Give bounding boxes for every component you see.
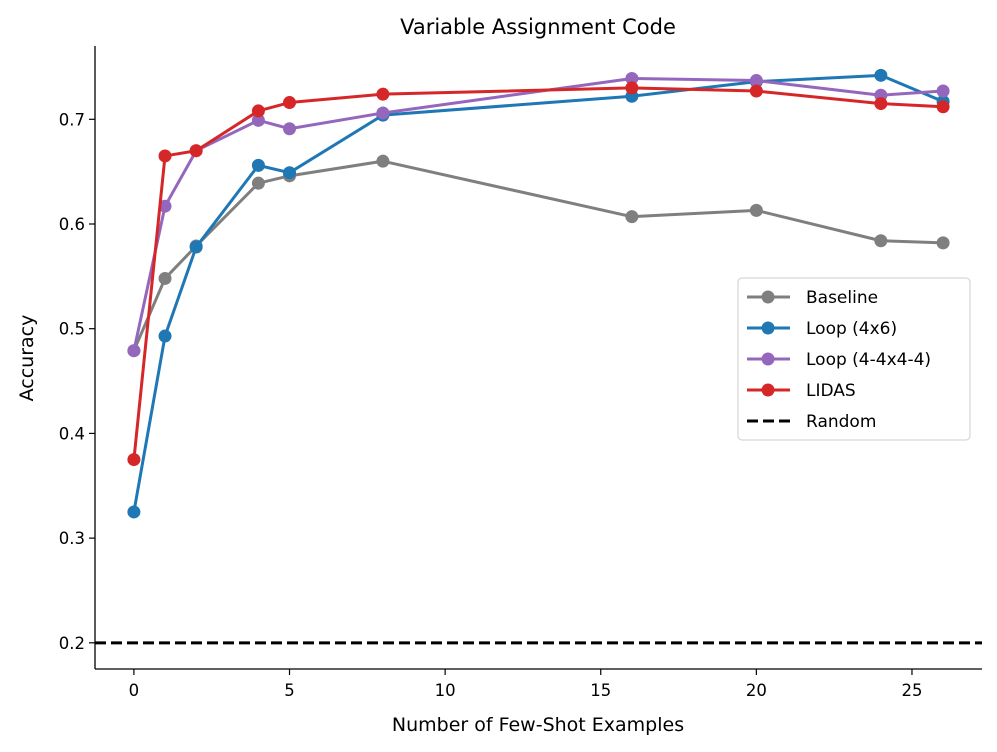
x-tick-label: 0 [129, 681, 140, 700]
legend-label: Loop (4-4x4-4) [806, 350, 931, 370]
series-group [127, 68, 950, 519]
data-point-baseline [874, 234, 888, 248]
series-line-baseline [132, 159, 945, 353]
data-point-baseline [158, 271, 172, 285]
x-tick-label: 5 [284, 681, 295, 700]
x-tick-label: 20 [746, 681, 767, 700]
y-tick-label: 0.2 [59, 634, 85, 653]
data-point-baseline [251, 176, 265, 190]
data-point-lidas [936, 100, 950, 114]
chart-title: Variable Assignment Code [400, 15, 676, 39]
y-tick-label: 0.6 [59, 215, 85, 234]
y-ticks: 0.2 0.3 0.4 0.5 0.6 0.7 [59, 110, 95, 653]
data-point-loop-4x6 [127, 505, 141, 519]
data-point-baseline [749, 203, 763, 217]
data-point-lidas [874, 97, 888, 111]
data-point-lidas [158, 149, 172, 163]
series-line-loop-4-4x4-4 [132, 76, 945, 353]
data-point-loop-4x6 [189, 240, 203, 254]
x-tick-label: 15 [590, 681, 611, 700]
legend-item-random: Random [747, 412, 876, 432]
data-point-loop-4-4x4-4 [936, 84, 950, 98]
legend-item-loop-4x6: Loop (4x6) [747, 319, 897, 339]
legend-label: Random [806, 412, 876, 432]
legend-item-loop-4-4x4-4: Loop (4-4x4-4) [747, 350, 931, 370]
data-point-lidas [189, 144, 203, 158]
data-point-loop-4-4x4-4 [251, 113, 265, 127]
data-point-baseline [376, 154, 390, 168]
y-tick-label: 0.7 [59, 110, 85, 129]
data-point-lidas [749, 84, 763, 98]
y-tick-label: 0.3 [59, 529, 85, 548]
x-tick-label: 10 [435, 681, 456, 700]
legend-box [737, 277, 971, 441]
data-point-loop-4x6 [251, 158, 265, 172]
y-tick-label: 0.4 [59, 424, 85, 443]
data-point-lidas [127, 453, 141, 467]
y-tick-label: 0.5 [59, 320, 85, 339]
x-tick-label: 25 [901, 681, 922, 700]
x-axis-label: Number of Few-Shot Examples [392, 714, 684, 736]
data-point-loop-4-4x4-4 [127, 344, 141, 358]
data-point-loop-4-4x4-4 [625, 71, 639, 85]
legend-marker [761, 352, 775, 366]
y-axis-label: Accuracy [16, 315, 38, 402]
legend-item-baseline: Baseline [747, 288, 878, 308]
legend-item-lidas: LIDAS [747, 381, 856, 401]
data-point-baseline [936, 236, 950, 250]
data-point-lidas [251, 104, 265, 118]
legend-marker [761, 383, 775, 397]
axes [94, 46, 982, 670]
data-point-loop-4x6 [874, 68, 888, 82]
x-ticks: 0 5 10 15 20 25 [129, 669, 922, 700]
legend: Baseline Loop (4x6) Loop (4-4x4-4) LIDAS Ran… [737, 277, 971, 441]
legend-label: Loop (4x6) [806, 319, 897, 339]
data-point-loop-4-4x4-4 [376, 106, 390, 120]
legend-marker [761, 321, 775, 335]
series-line-lidas [132, 86, 945, 462]
data-point-lidas [376, 87, 390, 101]
data-point-loop-4x6 [283, 166, 297, 180]
data-point-loop-4-4x4-4 [283, 122, 297, 136]
series-line-loop-4x6 [132, 73, 945, 514]
data-point-loop-4-4x4-4 [158, 199, 172, 213]
legend-label: LIDAS [806, 381, 856, 401]
legend-marker [761, 290, 775, 304]
data-point-lidas [283, 96, 297, 110]
data-point-loop-4-4x4-4 [749, 74, 763, 88]
data-point-baseline [625, 210, 639, 224]
data-point-loop-4x6 [158, 329, 172, 343]
legend-label: Baseline [806, 288, 878, 308]
data-point-lidas [625, 81, 639, 95]
series-lidas [127, 81, 950, 467]
